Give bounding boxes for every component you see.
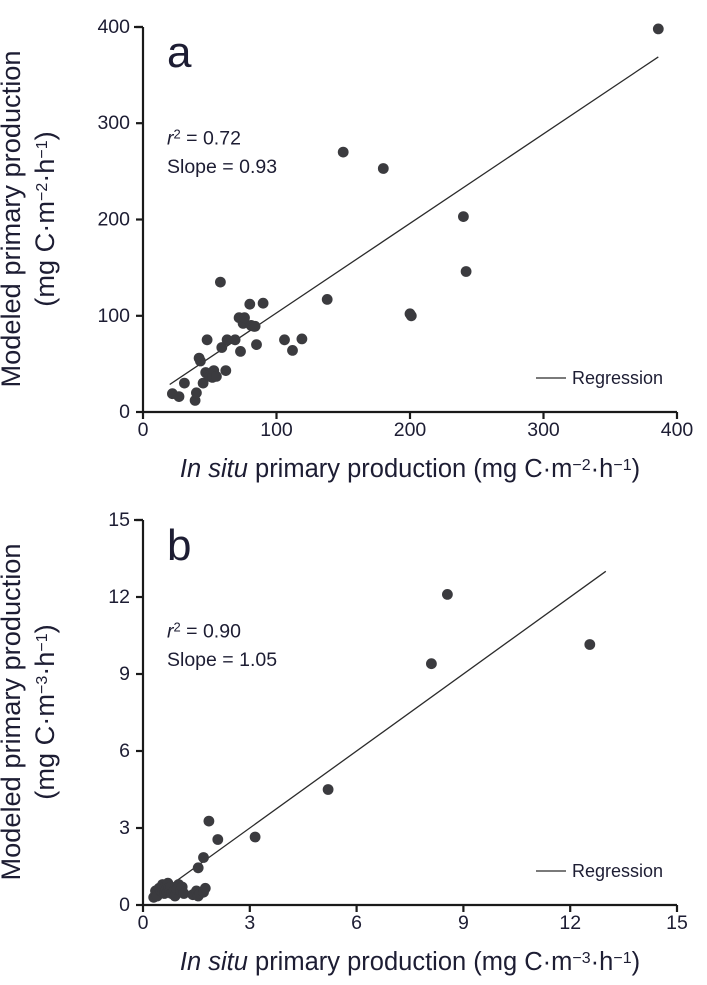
svg-text:15: 15: [108, 509, 130, 531]
svg-text:400: 400: [661, 419, 694, 441]
svg-text:6: 6: [119, 740, 130, 762]
svg-text:b: b: [167, 521, 191, 570]
svg-text:In situ primary production (mg: In situ primary production (mg C·m−2·h−1…: [180, 455, 640, 483]
svg-text:9: 9: [458, 912, 469, 934]
svg-text:3: 3: [244, 912, 255, 934]
svg-text:Slope = 1.05: Slope = 1.05: [167, 649, 277, 671]
svg-text:12: 12: [108, 586, 130, 608]
svg-text:0: 0: [138, 419, 149, 441]
svg-text:300: 300: [527, 419, 560, 441]
svg-text:300: 300: [97, 112, 130, 134]
svg-text:15: 15: [666, 912, 688, 934]
svg-text:Regression: Regression: [572, 368, 663, 388]
svg-text:In situ primary production (mg: In situ primary production (mg C·m−3·h−1…: [180, 948, 640, 976]
svg-text:400: 400: [97, 16, 130, 38]
svg-text:200: 200: [394, 419, 427, 441]
svg-text:200: 200: [97, 209, 130, 231]
svg-text:0: 0: [138, 912, 149, 934]
svg-text:Modeled primary production: Modeled primary production: [0, 544, 26, 881]
svg-text:12: 12: [559, 912, 581, 934]
svg-text:100: 100: [260, 419, 293, 441]
svg-text:0: 0: [119, 401, 130, 423]
svg-text:Modeled primary production: Modeled primary production: [0, 51, 26, 388]
svg-text:100: 100: [97, 305, 130, 327]
svg-text:3: 3: [119, 817, 130, 839]
svg-text:Regression: Regression: [572, 861, 663, 881]
svg-text:a: a: [167, 28, 192, 77]
svg-text:9: 9: [119, 663, 130, 685]
svg-text:0: 0: [119, 894, 130, 916]
svg-text:6: 6: [351, 912, 362, 934]
svg-text:Slope = 0.93: Slope = 0.93: [167, 156, 277, 178]
